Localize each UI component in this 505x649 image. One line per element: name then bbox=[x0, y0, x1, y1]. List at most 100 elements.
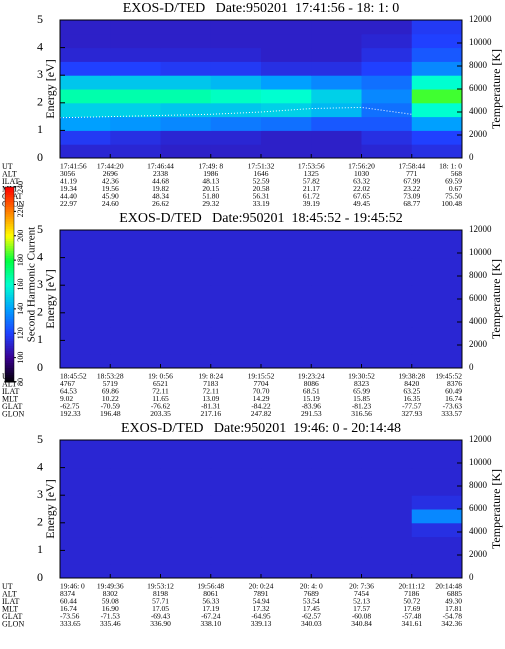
heat-cell bbox=[60, 440, 111, 455]
colorbar-cell bbox=[5, 313, 14, 317]
colorbar-cell bbox=[5, 352, 14, 356]
ephemeris-label: GLAT bbox=[2, 402, 23, 411]
heat-cell bbox=[311, 243, 362, 259]
heat-cell bbox=[411, 130, 463, 145]
heat-cell bbox=[311, 33, 362, 49]
ephemeris-value: 45.90 bbox=[102, 192, 119, 201]
ephemeris-value: -70.59 bbox=[101, 402, 121, 411]
ephemeris-value: 75.50 bbox=[445, 192, 462, 201]
ephemeris-value: 17.69 bbox=[403, 604, 420, 613]
heat-cell bbox=[261, 116, 312, 131]
colorbar-cell bbox=[5, 221, 14, 225]
ephemeris-value: 17.19 bbox=[202, 604, 219, 613]
heat-cell bbox=[361, 340, 413, 355]
y-tick-label: 2 bbox=[37, 95, 43, 109]
heat-cell bbox=[261, 326, 312, 341]
heat-cell bbox=[60, 257, 111, 272]
ephemeris-value: 7704 bbox=[254, 379, 269, 388]
ephemeris-label: UT bbox=[2, 582, 13, 591]
colorbar-cell bbox=[5, 218, 14, 222]
heat-cell bbox=[261, 144, 312, 159]
heat-cell bbox=[160, 312, 212, 328]
ephemeris-value: 336.90 bbox=[150, 619, 171, 628]
ephemeris-value: 0.67 bbox=[449, 184, 462, 193]
heat-cell bbox=[160, 564, 212, 579]
heat-cell bbox=[110, 440, 161, 455]
heat-cell bbox=[110, 230, 161, 245]
heat-cell bbox=[411, 536, 463, 551]
y-tick-label: 3 bbox=[37, 67, 43, 81]
ephemeris-value: 61.72 bbox=[303, 192, 320, 201]
ephemeris-value: 18:53:28 bbox=[97, 372, 124, 381]
ephemeris-value: -83.96 bbox=[302, 402, 322, 411]
ephemeris-value: 11.65 bbox=[152, 394, 169, 403]
ephemeris-value: 24.60 bbox=[102, 199, 119, 208]
ephemeris-value: 23.22 bbox=[403, 184, 420, 193]
ephemeris-value: 72.11 bbox=[202, 387, 219, 396]
heat-cell bbox=[210, 467, 262, 482]
heat-cell bbox=[60, 299, 111, 314]
ephemeris-value: 203.35 bbox=[150, 409, 171, 418]
colorbar-cell bbox=[5, 325, 14, 329]
ephemeris-value: 42.36 bbox=[102, 177, 119, 186]
ephemeris-value: 4767 bbox=[60, 379, 75, 388]
ephemeris-value: 16.74 bbox=[445, 394, 462, 403]
ephemeris-value: -69.43 bbox=[151, 612, 171, 621]
ephemeris-value: 57.71 bbox=[152, 597, 169, 606]
colorbar-cell bbox=[5, 343, 14, 346]
heat-cell bbox=[411, 467, 463, 482]
heat-cell bbox=[210, 130, 262, 145]
colorbar-cell bbox=[5, 369, 14, 373]
colorbar-cell bbox=[5, 306, 14, 310]
heat-cell bbox=[160, 495, 212, 510]
heat-cell bbox=[261, 522, 312, 538]
heat-cell bbox=[60, 564, 111, 579]
heat-cell bbox=[361, 326, 413, 341]
heat-cell bbox=[361, 312, 413, 328]
colorbar-tick-label: 80 bbox=[16, 378, 25, 386]
colorbar-cell bbox=[5, 250, 14, 254]
heat-cell bbox=[411, 509, 463, 524]
ephemeris-value: 20: 7:36 bbox=[349, 582, 374, 591]
ephemeris-label: MLT bbox=[2, 604, 18, 613]
colorbar-cell bbox=[5, 199, 14, 203]
colorbar-cell bbox=[5, 267, 14, 271]
y2-tick-label: 8000 bbox=[469, 60, 488, 70]
heat-cell bbox=[311, 440, 362, 455]
colorbar-cell bbox=[5, 355, 14, 359]
heat-cell bbox=[361, 102, 413, 118]
colorbar-cell bbox=[5, 364, 14, 368]
ephemeris-value: 19:23:24 bbox=[298, 372, 325, 381]
heat-cell bbox=[311, 467, 362, 482]
ephemeris-value: 339.13 bbox=[251, 619, 272, 628]
ephemeris-value: 340.84 bbox=[351, 619, 372, 628]
heat-cell bbox=[411, 550, 463, 565]
heat-cell bbox=[261, 271, 312, 286]
y-tick-label: 1 bbox=[37, 122, 43, 136]
colorbar-cell bbox=[5, 294, 14, 298]
ephemeris-value: 8420 bbox=[404, 379, 419, 388]
ephemeris-value: 41.19 bbox=[60, 177, 77, 186]
heat-cell bbox=[411, 47, 463, 62]
ephemeris-value: 340.03 bbox=[301, 619, 322, 628]
heat-cell bbox=[60, 467, 111, 482]
colorbar-cell bbox=[5, 196, 14, 200]
ephemeris-value: 17:49: 8 bbox=[198, 162, 223, 171]
ephemeris-value: 18: 1: 0 bbox=[439, 162, 462, 171]
ephemeris-value: -84.22 bbox=[251, 402, 271, 411]
colorbar-cell bbox=[5, 345, 14, 349]
heat-cell bbox=[160, 440, 212, 455]
heat-cell bbox=[361, 481, 413, 496]
ephemeris-value: 17.57 bbox=[353, 604, 370, 613]
heat-cell bbox=[160, 271, 212, 286]
ephemeris-value: 247.82 bbox=[251, 409, 272, 418]
heat-cell bbox=[160, 354, 212, 369]
ephemeris-value: 17.45 bbox=[303, 604, 320, 613]
ephemeris-label: GLAT bbox=[2, 612, 23, 621]
heat-cell bbox=[261, 230, 312, 245]
colorbar-cell bbox=[5, 338, 14, 342]
heat-cell bbox=[210, 354, 262, 369]
heat-cell bbox=[60, 340, 111, 355]
ephemeris-value: 33.19 bbox=[253, 199, 270, 208]
